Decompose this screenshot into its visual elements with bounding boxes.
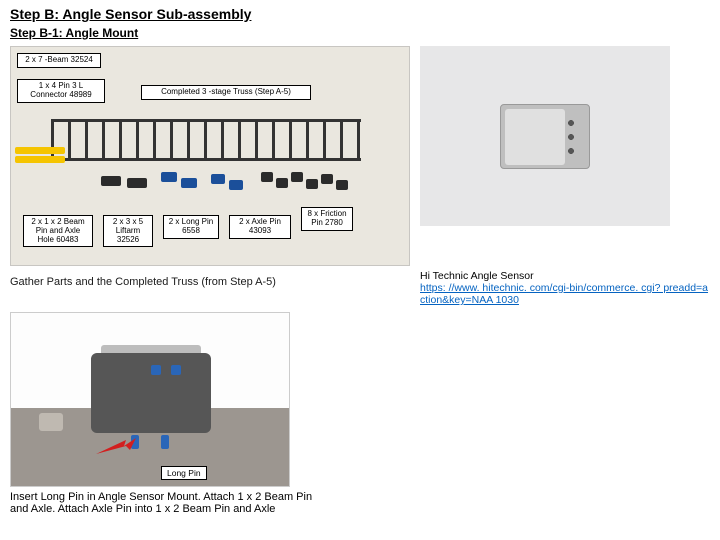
truss-drawing xyxy=(51,119,361,161)
sensor-holes-icon xyxy=(565,117,585,157)
grey-stud-icon xyxy=(39,413,63,431)
angle-sensor-icon xyxy=(500,104,590,169)
caption-row: Gather Parts and the Completed Truss (fr… xyxy=(10,270,710,306)
piece-icon xyxy=(161,172,177,182)
arrow-icon xyxy=(96,438,136,454)
sensor-body-icon xyxy=(505,109,565,165)
label-axle-pin: 2 x Axle Pin 43093 xyxy=(229,215,291,239)
piece-icon xyxy=(261,172,273,182)
piece-icon xyxy=(336,180,348,190)
piece-icon xyxy=(181,178,197,188)
label-liftarm: 2 x 3 x 5 Liftarm 32526 xyxy=(103,215,153,247)
piece-icon xyxy=(276,178,288,188)
sensor-link[interactable]: https: //www. hitechnic. com/cgi-bin/com… xyxy=(420,282,708,306)
piece-icon xyxy=(229,180,243,190)
piece-icon xyxy=(321,174,333,184)
piece-icon xyxy=(306,179,318,189)
longpin-tag: Long Pin xyxy=(161,466,207,480)
sensor-name: Hi Technic Angle Sensor xyxy=(420,270,534,282)
label-beam-pin-axle: 2 x 1 x 2 Beam Pin and Axle Hole 60483 xyxy=(23,215,93,247)
heading-step-b: Step B: Angle Sensor Sub-assembly xyxy=(10,6,710,22)
assembly-figure: Long Pin xyxy=(10,312,290,487)
piece-icon xyxy=(211,174,225,184)
instruction-text: Insert Long Pin in Angle Sensor Mount. A… xyxy=(10,491,330,515)
piece-icon xyxy=(127,178,147,188)
label-4pin-connector: 1 x 4 Pin 3 L Connector 48989 xyxy=(17,79,105,103)
sensor-figure xyxy=(420,46,670,226)
piece-icon xyxy=(291,172,303,182)
blue-pin-icon xyxy=(161,435,169,449)
sensor-info: Hi Technic Angle Sensor https: //www. hi… xyxy=(420,270,710,306)
gather-caption: Gather Parts and the Completed Truss (fr… xyxy=(10,276,410,306)
piece-icon xyxy=(101,176,121,186)
blue-stud-icon xyxy=(171,365,181,375)
heading-step-b1: Step B-1: Angle Mount xyxy=(10,26,710,40)
yellow-beam-icon xyxy=(15,156,65,163)
small-parts-area xyxy=(101,172,379,212)
top-row: 2 x 7 -Beam 32524 1 x 4 Pin 3 L Connecto… xyxy=(10,46,710,266)
yellow-beam-icon xyxy=(15,147,65,154)
label-7beam: 2 x 7 -Beam 32524 xyxy=(17,53,101,68)
blue-stud-icon xyxy=(151,365,161,375)
label-friction-pin: 8 x Friction Pin 2780 xyxy=(301,207,353,231)
parts-figure: 2 x 7 -Beam 32524 1 x 4 Pin 3 L Connecto… xyxy=(10,46,410,266)
label-truss: Completed 3 -stage Truss (Step A-5) xyxy=(141,85,311,100)
label-long-pin: 2 x Long Pin 6558 xyxy=(163,215,219,239)
